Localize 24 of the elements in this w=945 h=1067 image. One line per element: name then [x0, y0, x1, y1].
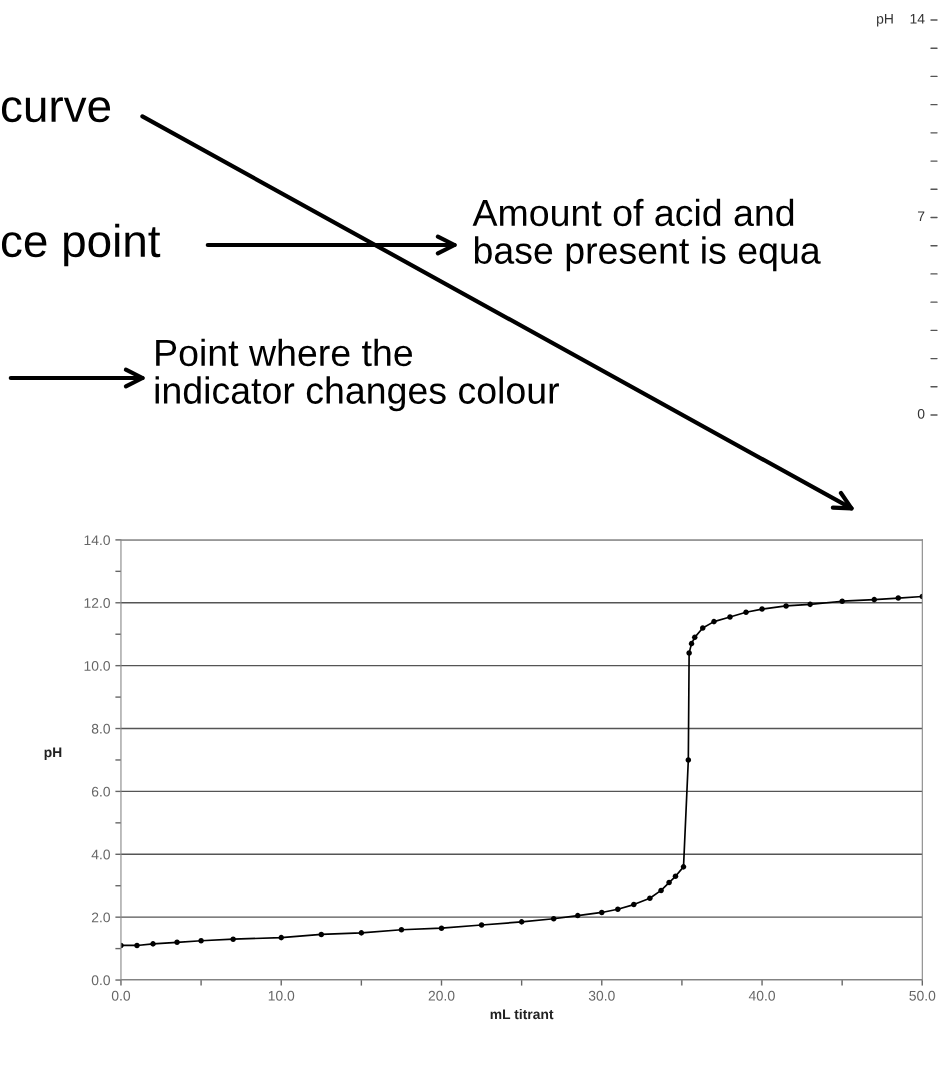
y-tick-label: 2.0 — [91, 912, 110, 923]
x-tick-label: 10.0 — [268, 990, 295, 1001]
y-axis-title: pH — [44, 747, 62, 760]
text: 7 — [917, 211, 925, 222]
x-tick-label: 20.0 — [428, 990, 455, 1001]
x-tick-label: 50.0 — [909, 990, 936, 1001]
y-tick-label: 4.0 — [91, 849, 110, 860]
y-tick-label: 6.0 — [91, 786, 110, 797]
y-tick-label: 12.0 — [84, 598, 110, 608]
y-tick-label: 0.0 — [91, 975, 110, 986]
text: ce point — [1, 223, 161, 267]
y-tick-label: 10.0 — [84, 660, 110, 671]
x-tick-label: 0.0 — [111, 990, 131, 1001]
text: curve — [1, 97, 111, 123]
x-axis-title: mL titrant — [490, 1008, 554, 1020]
text: pH — [877, 14, 893, 27]
x-tick-label: 30.0 — [588, 990, 615, 1001]
text: 14 — [910, 14, 925, 24]
y-tick-label: 8.0 — [91, 723, 110, 734]
text: Amount of acid and base present is equa — [472, 198, 821, 272]
text: Point where the indicator changes colour — [155, 338, 559, 412]
text: 0 — [917, 408, 925, 419]
y-tick-label: 14.0 — [84, 535, 110, 546]
x-tick-label: 40.0 — [748, 990, 776, 1001]
